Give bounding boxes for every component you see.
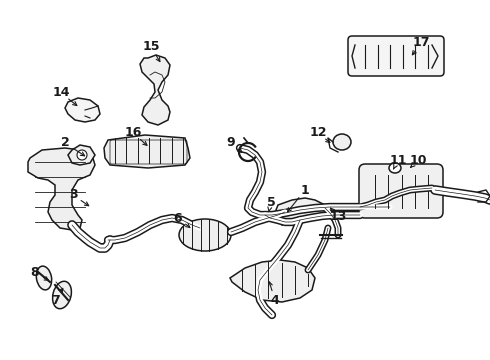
Text: 11: 11 <box>389 153 407 166</box>
Text: 12: 12 <box>309 126 327 139</box>
Text: 9: 9 <box>227 136 235 149</box>
FancyBboxPatch shape <box>359 164 443 218</box>
Text: 16: 16 <box>124 126 142 139</box>
Polygon shape <box>230 260 315 302</box>
Ellipse shape <box>389 163 401 173</box>
Text: 1: 1 <box>301 184 309 197</box>
Text: 13: 13 <box>329 211 347 224</box>
Ellipse shape <box>77 150 87 160</box>
Ellipse shape <box>52 281 72 309</box>
Text: 6: 6 <box>173 211 182 225</box>
Text: 15: 15 <box>142 40 160 54</box>
Text: 10: 10 <box>409 153 427 166</box>
Ellipse shape <box>333 134 351 150</box>
Polygon shape <box>28 148 95 230</box>
Ellipse shape <box>36 266 51 290</box>
Ellipse shape <box>179 219 231 251</box>
Text: 2: 2 <box>61 136 70 149</box>
Polygon shape <box>140 55 170 125</box>
Text: 17: 17 <box>412 36 430 49</box>
Text: 14: 14 <box>52 86 70 99</box>
Text: 4: 4 <box>270 293 279 306</box>
Polygon shape <box>65 98 100 122</box>
Polygon shape <box>276 198 328 225</box>
Polygon shape <box>68 145 95 165</box>
Text: 5: 5 <box>267 195 275 208</box>
Text: 8: 8 <box>31 266 39 279</box>
Polygon shape <box>104 135 190 168</box>
Text: 7: 7 <box>50 293 59 306</box>
FancyBboxPatch shape <box>348 36 444 76</box>
Text: 3: 3 <box>69 189 77 202</box>
